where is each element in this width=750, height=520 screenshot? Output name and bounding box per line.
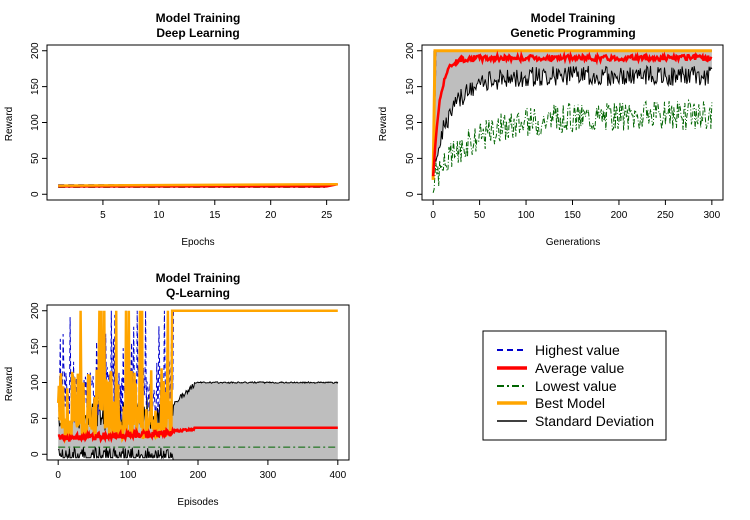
- series-sd-line: [432, 64, 713, 180]
- y-tick-label: 0: [30, 191, 41, 197]
- y-tick-label: 0: [30, 451, 41, 457]
- y-tick-label: 150: [30, 338, 41, 355]
- x-tick-label: 20: [265, 210, 277, 221]
- panel-q-learning: Model Training Q-Learning Episodes Rewar…: [4, 271, 350, 508]
- legend-label-sd: Standard Deviation: [535, 413, 654, 429]
- sd-band: [433, 50, 712, 180]
- x-tick-label: 0: [55, 470, 61, 481]
- sd-band: [58, 381, 338, 460]
- y-tick-label: 50: [30, 152, 41, 164]
- x-tick-label: 400: [329, 470, 346, 481]
- legend-label-lowest: Lowest value: [535, 378, 617, 394]
- x-tick-label: 100: [518, 210, 535, 221]
- x-axis-label: Epochs: [181, 237, 214, 248]
- x-tick-label: 200: [190, 470, 207, 481]
- x-tick-label: 150: [564, 210, 581, 221]
- y-axis-label: Reward: [4, 367, 15, 401]
- series-lowest-line: [432, 98, 713, 193]
- series-best-line: [56, 309, 338, 445]
- panel-deep-learning: Model Training Deep Learning Epochs Rewa…: [4, 11, 350, 248]
- x-tick-label: 50: [474, 210, 486, 221]
- chart-subtitle: Q-Learning: [166, 286, 230, 300]
- y-tick-label: 0: [405, 191, 416, 197]
- x-tick-label: 100: [120, 470, 137, 481]
- panel-genetic-programming: Model Training Genetic Programming Gener…: [378, 11, 724, 248]
- y-tick-label: 50: [30, 412, 41, 424]
- legend-label-highest: Highest value: [535, 342, 620, 358]
- y-tick-label: 50: [405, 152, 416, 164]
- y-tick-label: 100: [30, 114, 41, 131]
- y-tick-label: 150: [405, 78, 416, 95]
- legend: Highest value Average value Lowest value…: [482, 330, 667, 441]
- series-average-line: [57, 426, 338, 444]
- series-average-line: [431, 50, 713, 177]
- x-tick-label: 5: [100, 210, 106, 221]
- x-tick-label: 250: [657, 210, 674, 221]
- series-best-line: [431, 49, 712, 180]
- x-axis-label: Generations: [546, 237, 600, 248]
- legend-label-average: Average value: [535, 360, 624, 376]
- y-tick-label: 100: [30, 374, 41, 391]
- y-tick-label: 150: [30, 78, 41, 95]
- legend-label-best: Best Model: [535, 395, 605, 411]
- x-tick-label: 300: [704, 210, 721, 221]
- y-axis-label: Reward: [4, 107, 15, 141]
- plot-area: [56, 309, 339, 460]
- x-tick-label: 25: [321, 210, 333, 221]
- chart-subtitle: Genetic Programming: [510, 26, 635, 40]
- chart-subtitle: Deep Learning: [156, 26, 239, 40]
- plot-area: [431, 49, 713, 193]
- x-tick-label: 300: [260, 470, 277, 481]
- x-tick-label: 200: [611, 210, 628, 221]
- y-tick-label: 100: [405, 114, 416, 131]
- plot-area: [58, 182, 339, 188]
- chart-title: Model Training: [156, 11, 241, 25]
- x-tick-label: 0: [430, 210, 436, 221]
- x-tick-label: 10: [153, 210, 165, 221]
- chart-title: Model Training: [156, 271, 241, 285]
- plot-frame: [46, 44, 350, 201]
- y-tick-label: 200: [405, 42, 416, 59]
- x-axis-label: Episodes: [177, 497, 218, 508]
- chart-title: Model Training: [531, 11, 616, 25]
- series-best-line: [58, 182, 338, 187]
- y-tick-label: 200: [30, 42, 41, 59]
- y-tick-label: 200: [30, 302, 41, 319]
- x-tick-label: 15: [209, 210, 221, 221]
- series-sd-lower-line: [57, 446, 174, 460]
- y-axis-label: Reward: [378, 107, 389, 141]
